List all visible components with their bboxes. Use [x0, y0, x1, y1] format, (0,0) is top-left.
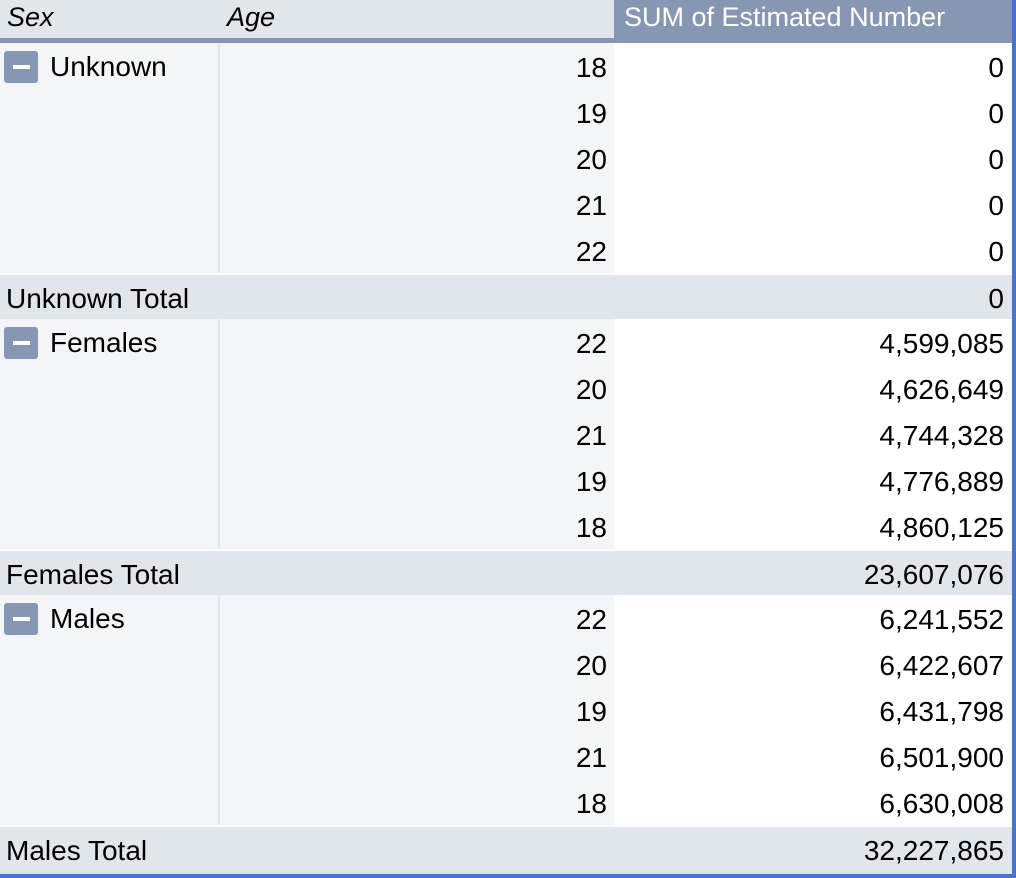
sex-cell: Males	[0, 595, 220, 825]
sex-label-row: Unknown	[4, 51, 167, 83]
minus-collapse-icon[interactable]	[4, 51, 38, 83]
value-cell: 0	[988, 190, 1004, 221]
age-cell: 18	[575, 512, 607, 543]
value-cell: 4,626,649	[879, 374, 1004, 405]
value-cell: 0	[988, 98, 1004, 129]
sex-label-row: Females	[4, 327, 157, 359]
total-value: 0	[988, 283, 1004, 314]
value-cell: 4,744,328	[879, 420, 1004, 451]
total-row-unknown: Unknown Total 0	[0, 275, 1012, 319]
value-cell: 4,599,085	[879, 328, 1004, 359]
total-value: 23,607,076	[863, 559, 1004, 590]
age-cell: 21	[575, 420, 607, 451]
sex-label: Males	[50, 603, 125, 634]
sex-label: Unknown	[50, 51, 167, 82]
header-sex[interactable]: Sex	[0, 0, 220, 38]
total-row-males: Males Total 32,227,865	[0, 827, 1012, 874]
age-cell: 22	[575, 236, 607, 267]
age-cell: 21	[575, 190, 607, 221]
value-cell: 0	[988, 144, 1004, 175]
value-cell: 0	[988, 52, 1004, 83]
total-label: Unknown Total	[6, 283, 190, 314]
age-cell: 18	[575, 788, 607, 819]
value-cell: 4,860,125	[879, 512, 1004, 543]
age-cell: 20	[575, 650, 607, 681]
age-cell: 19	[575, 98, 607, 129]
group-unknown: Unknown 18 19 20 21 22 0 0 0 0 0	[0, 43, 1012, 273]
value-cell: 6,241,552	[879, 604, 1004, 635]
value-column: 6,241,552 6,422,607 6,431,798 6,501,900 …	[614, 595, 1012, 825]
sex-label: Females	[50, 327, 158, 358]
value-column: 4,599,085 4,626,649 4,744,328 4,776,889 …	[614, 319, 1012, 549]
age-column: 22 20 19 21 18	[220, 595, 614, 825]
age-cell: 19	[575, 696, 607, 727]
sex-cell: Females	[0, 319, 220, 549]
value-cell: 0	[988, 236, 1004, 267]
header-age[interactable]: Age	[220, 0, 614, 38]
group-females: Females 22 20 21 19 18 4,599,085 4,626,6…	[0, 319, 1012, 549]
minus-collapse-icon[interactable]	[4, 603, 38, 635]
value-cell: 6,630,008	[879, 788, 1004, 819]
header-sum-estimated-number[interactable]: SUM of Estimated Number	[614, 0, 1012, 38]
age-cell: 22	[575, 604, 607, 635]
pivot-header-row: Sex Age SUM of Estimated Number	[0, 0, 1012, 38]
age-cell: 18	[575, 52, 607, 83]
group-males: Males 22 20 19 21 18 6,241,552 6,422,607…	[0, 595, 1012, 825]
total-label: Males Total	[6, 835, 148, 866]
minus-collapse-icon[interactable]	[4, 327, 38, 359]
sex-label-row: Males	[4, 603, 125, 635]
age-cell: 20	[575, 144, 607, 175]
value-cell: 4,776,889	[879, 466, 1004, 497]
age-column: 18 19 20 21 22	[220, 43, 614, 273]
total-row-females: Females Total 23,607,076	[0, 551, 1012, 595]
header-divider	[0, 38, 1012, 43]
sex-cell: Unknown	[0, 43, 220, 273]
total-value: 32,227,865	[863, 835, 1004, 866]
age-cell: 20	[575, 374, 607, 405]
value-cell: 6,501,900	[879, 742, 1004, 773]
value-cell: 6,422,607	[879, 650, 1004, 681]
value-cell: 6,431,798	[879, 696, 1004, 727]
age-cell: 22	[575, 328, 607, 359]
value-column: 0 0 0 0 0	[614, 43, 1012, 273]
age-cell: 21	[575, 742, 607, 773]
age-column: 22 20 21 19 18	[220, 319, 614, 549]
age-cell: 19	[575, 466, 607, 497]
total-label: Females Total	[6, 559, 180, 590]
